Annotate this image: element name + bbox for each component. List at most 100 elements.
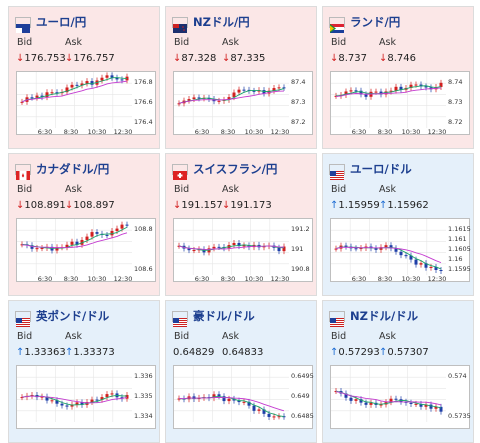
candle-body <box>125 224 129 226</box>
price-chart[interactable]: 176.8 176.6 176.4 6:30 8:30 10:30 12:30 <box>16 71 156 136</box>
pair-title[interactable]: ユーロ/円 <box>36 15 87 29</box>
candle-body <box>379 404 383 406</box>
pair-title[interactable]: NZドル/円 <box>193 15 250 29</box>
candle-body <box>212 394 216 399</box>
candle-body <box>237 242 241 247</box>
x-tick-label: 8:30 <box>377 275 393 283</box>
y-tick-label: 0.6495 <box>291 372 314 380</box>
rate-card[interactable]: NZドル/円 Bid Ask ↓87.328 ↓87.335 87.4 87.3 87.2 6:… <box>165 6 317 149</box>
candle-body <box>344 245 348 247</box>
pair-title[interactable]: ランド/円 <box>350 15 401 29</box>
y-tick-label: 87.3 <box>291 98 306 106</box>
ask-number: 8.746 <box>387 53 417 64</box>
candle-body <box>409 255 413 260</box>
arrow-down-icon: ↓ <box>173 200 182 211</box>
ma-short-line <box>335 390 442 409</box>
price-chart[interactable]: 1.336 1.335 1.334 <box>16 365 156 429</box>
pair-title[interactable]: スイスフラン/円 <box>193 162 278 176</box>
rate-card[interactable]: 豪ドル/ドル Bid Ask 0.64829 0.64833 0.6495 0.649 0.6… <box>165 300 317 443</box>
candle-body <box>272 88 276 91</box>
candle-body <box>75 402 79 405</box>
price-chart[interactable]: 191.2 191 190.8 6:30 8:30 10:30 12:30 <box>173 218 313 283</box>
candle-body <box>424 263 428 268</box>
arrow-up-icon: ↑ <box>379 200 388 211</box>
bid-number: 176.753 <box>24 53 66 64</box>
ma-long-line <box>335 391 442 406</box>
candle-body <box>177 103 181 105</box>
pair-title[interactable]: ユーロ/ドル <box>350 162 412 176</box>
bid-label: Bid <box>331 331 347 342</box>
price-chart[interactable]: 108.8 108.6 6:30 8:30 10:30 12:30 <box>16 218 156 283</box>
arrow-down-icon: ↓ <box>222 53 231 64</box>
candle-body <box>439 270 443 272</box>
y-tick-label: 0.6485 <box>291 412 314 420</box>
arrow-down-icon: ↓ <box>173 53 182 64</box>
bid-label: Bid <box>331 184 347 195</box>
x-tick-label: 6:30 <box>37 128 53 136</box>
bid-number: 87.328 <box>181 53 217 64</box>
candle-body <box>384 245 388 248</box>
candle-body <box>252 405 256 411</box>
x-tick-label: 8:30 <box>220 128 236 136</box>
y-tick-label: 8.74 <box>448 78 463 86</box>
candle-body <box>399 251 403 256</box>
candle-body <box>120 79 124 81</box>
candle-body <box>237 89 241 93</box>
y-tick-label: 1.161 <box>448 235 467 243</box>
x-tick-label: 12:30 <box>270 275 290 283</box>
candle-body <box>354 399 358 401</box>
price-chart[interactable]: 1.1615 1.161 1.1605 1.16 1.1595 6:30 8:30 10:30… <box>330 218 471 285</box>
rate-card[interactable]: ランド/円 Bid Ask ↓8.737 ↓8.746 8.74 8.73 8.72 6:30 8… <box>322 6 474 149</box>
price-chart[interactable]: 0.6495 0.649 0.6485 <box>173 365 314 429</box>
price-chart[interactable]: 8.74 8.73 8.72 6:30 8:30 10:30 12:30 <box>330 71 470 136</box>
x-tick-label: 12:30 <box>427 275 447 283</box>
candle-body <box>394 86 398 91</box>
y-tick-label: 1.336 <box>134 372 153 380</box>
candle-body <box>95 232 99 234</box>
pair-title[interactable]: 豪ドル/ドル <box>193 309 255 323</box>
candle-body <box>409 402 413 404</box>
candle-body <box>232 92 236 98</box>
candle-body <box>232 242 236 246</box>
rate-card[interactable]: ユーロ/ドル Bid Ask ↑1.15959 ↑1.15962 1.1615 1.161 1… <box>322 153 474 296</box>
candle-body <box>242 245 246 247</box>
x-tick-label: 10:30 <box>87 128 107 136</box>
ma-long-line <box>21 232 128 249</box>
rate-card[interactable]: NZドル/ドル Bid Ask ↑0.57293 ↑0.57307 0.574 0.5735 <box>322 300 474 443</box>
candle-body <box>40 396 44 398</box>
pair-title[interactable]: カナダドル/円 <box>36 162 110 176</box>
card-header: スイスフラン/円 <box>172 160 278 180</box>
y-axis-labels: 87.4 87.3 87.2 <box>289 72 314 128</box>
rate-card[interactable]: 英ポンド/ドル Bid Ask ↑1.33363 ↑1.33373 1.336 1.335 1… <box>8 300 160 443</box>
arrow-up-icon: ↑ <box>330 200 339 211</box>
rate-card[interactable]: スイスフラン/円 Bid Ask ↓191.157 ↓191.173 191.2 191 19… <box>165 153 317 296</box>
bid-label: Bid <box>174 37 190 48</box>
rate-card[interactable]: カナダドル/円 Bid Ask ↓108.891 ↓108.897 108.8 108.6 6… <box>8 153 160 296</box>
y-tick-label: 1.1615 <box>448 225 471 233</box>
price-chart[interactable]: 87.4 87.3 87.2 6:30 8:30 10:30 12:30 <box>173 71 314 136</box>
ask-number: 191.173 <box>230 200 272 211</box>
candle-body <box>222 396 226 402</box>
candle-body <box>429 404 433 409</box>
candle-body <box>70 404 74 407</box>
ask-label: Ask <box>65 37 82 48</box>
bid-label: Bid <box>17 184 33 195</box>
pair-title[interactable]: 英ポンド/ドル <box>36 309 110 323</box>
price-chart[interactable]: 0.574 0.5735 <box>330 365 471 429</box>
candle-body <box>364 402 368 405</box>
pair-title[interactable]: NZドル/ドル <box>350 309 419 323</box>
card-header: ランド/円 <box>329 13 401 33</box>
candle-body <box>120 224 124 229</box>
candle-body <box>404 255 408 257</box>
rate-card[interactable]: ユーロ/円 Bid Ask ↓176.753 ↓176.757 176.8 176.6 176… <box>8 6 160 149</box>
ask-label: Ask <box>222 37 239 48</box>
candle-body <box>50 400 54 402</box>
x-tick-label: 10:30 <box>87 275 107 283</box>
candle-body <box>359 90 363 95</box>
candle-body <box>217 394 221 397</box>
x-axis-labels: 6:30 8:30 10:30 12:30 <box>331 275 447 285</box>
candle-body <box>414 259 418 265</box>
card-header: ユーロ/ドル <box>329 160 412 180</box>
candle-body <box>110 230 114 236</box>
y-axis-labels: 0.574 0.5735 <box>446 366 471 422</box>
